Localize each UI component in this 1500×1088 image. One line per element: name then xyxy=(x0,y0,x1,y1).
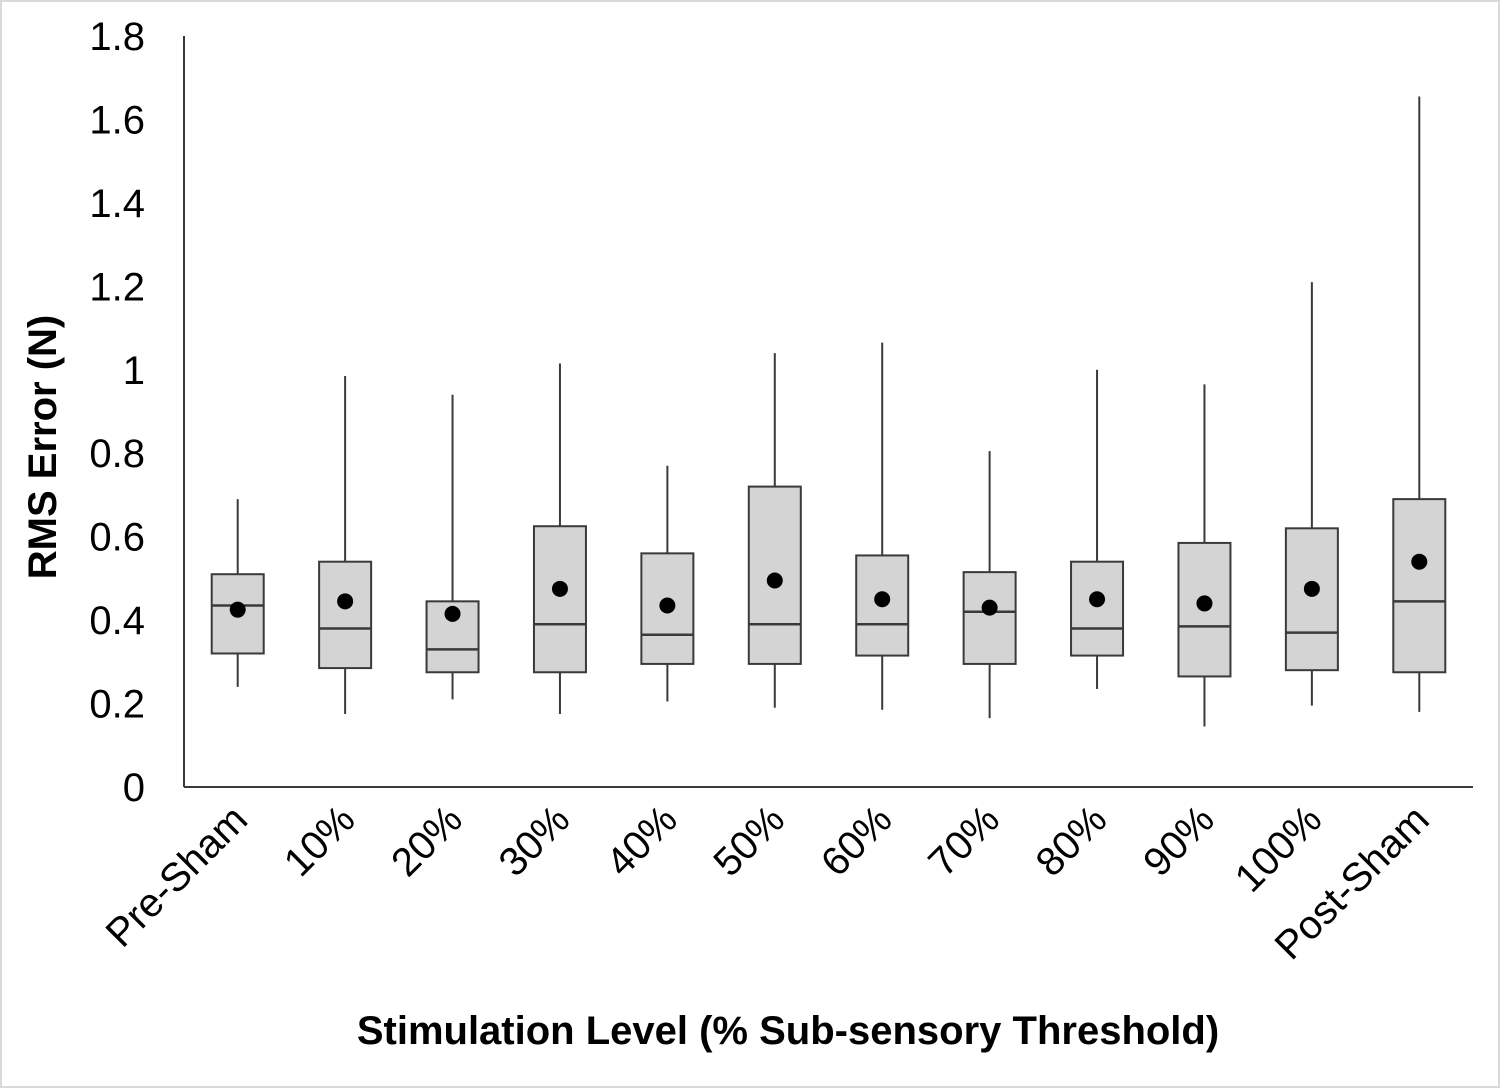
mean-marker xyxy=(874,591,891,608)
y-axis-tick-labels: 0 0.2 0.4 0.6 0.8 1 1.2 1.4 1.6 1.8 xyxy=(89,15,145,810)
box-90-pct xyxy=(1177,384,1232,727)
box-30-pct xyxy=(532,363,587,714)
y-tick-label: 1.6 xyxy=(89,98,145,142)
iqr-box xyxy=(1392,498,1447,674)
x-axis-title: Stimulation Level (% Sub-sensory Thresho… xyxy=(357,1009,1219,1053)
mean-marker xyxy=(551,580,568,597)
mean-marker xyxy=(229,601,246,618)
mean-marker xyxy=(981,599,998,616)
x-tick-label: 30% xyxy=(491,797,579,885)
iqr-box xyxy=(318,560,373,670)
y-tick-label: 0.4 xyxy=(89,599,145,643)
x-axis-tick-labels: Pre-Sham 10% 20% 30% 40% 50% 60% 70% 80% 90% 100%P… xyxy=(98,797,1438,968)
box-plot-series xyxy=(210,96,1447,727)
x-tick-label: 60% xyxy=(813,797,901,885)
box-70-pct xyxy=(962,451,1017,719)
iqr-box xyxy=(1284,527,1339,672)
x-tick-label: 100% xyxy=(1227,797,1330,900)
y-tick-label: 0.2 xyxy=(89,683,145,727)
mean-marker xyxy=(1303,580,1320,597)
mean-marker xyxy=(1411,553,1428,570)
box-40-pct xyxy=(640,465,695,702)
y-tick-label: 0.6 xyxy=(89,516,145,560)
y-tick-label: 1.2 xyxy=(89,265,145,309)
box-50-pct xyxy=(747,353,802,708)
y-tick-label: 0.8 xyxy=(89,432,145,476)
x-tick-label: 20% xyxy=(383,797,471,885)
x-tick-label: Pre-Sham xyxy=(98,797,256,955)
box-10-pct xyxy=(318,376,373,714)
box-post-sham xyxy=(1392,96,1447,712)
x-tick-label: 80% xyxy=(1028,797,1116,885)
x-tick-label: 70% xyxy=(920,797,1008,885)
mean-marker xyxy=(659,597,676,614)
box-pre-sham xyxy=(210,499,265,687)
iqr-box xyxy=(962,571,1017,665)
box-20-pct xyxy=(425,394,480,700)
x-tick-label: 90% xyxy=(1135,797,1223,885)
x-tick-label: 50% xyxy=(705,797,793,885)
box-100-pct xyxy=(1284,282,1339,706)
y-tick-label: 1.8 xyxy=(89,15,145,59)
iqr-box xyxy=(1070,560,1125,657)
mean-marker xyxy=(444,605,461,622)
x-tick-label: 40% xyxy=(598,797,686,885)
y-tick-label: 1.4 xyxy=(89,182,145,226)
mean-marker xyxy=(1089,591,1106,608)
box-80-pct xyxy=(1070,369,1125,689)
x-tick-label: 10% xyxy=(276,797,364,885)
iqr-box xyxy=(532,525,587,674)
mean-marker xyxy=(1196,595,1213,612)
mean-marker xyxy=(766,572,783,589)
y-axis-title: RMS Error (N) xyxy=(21,315,65,579)
y-tick-label: 0 xyxy=(123,766,145,810)
y-tick-label: 1 xyxy=(123,349,145,393)
mean-marker xyxy=(337,593,354,610)
box-60-pct xyxy=(855,342,910,710)
